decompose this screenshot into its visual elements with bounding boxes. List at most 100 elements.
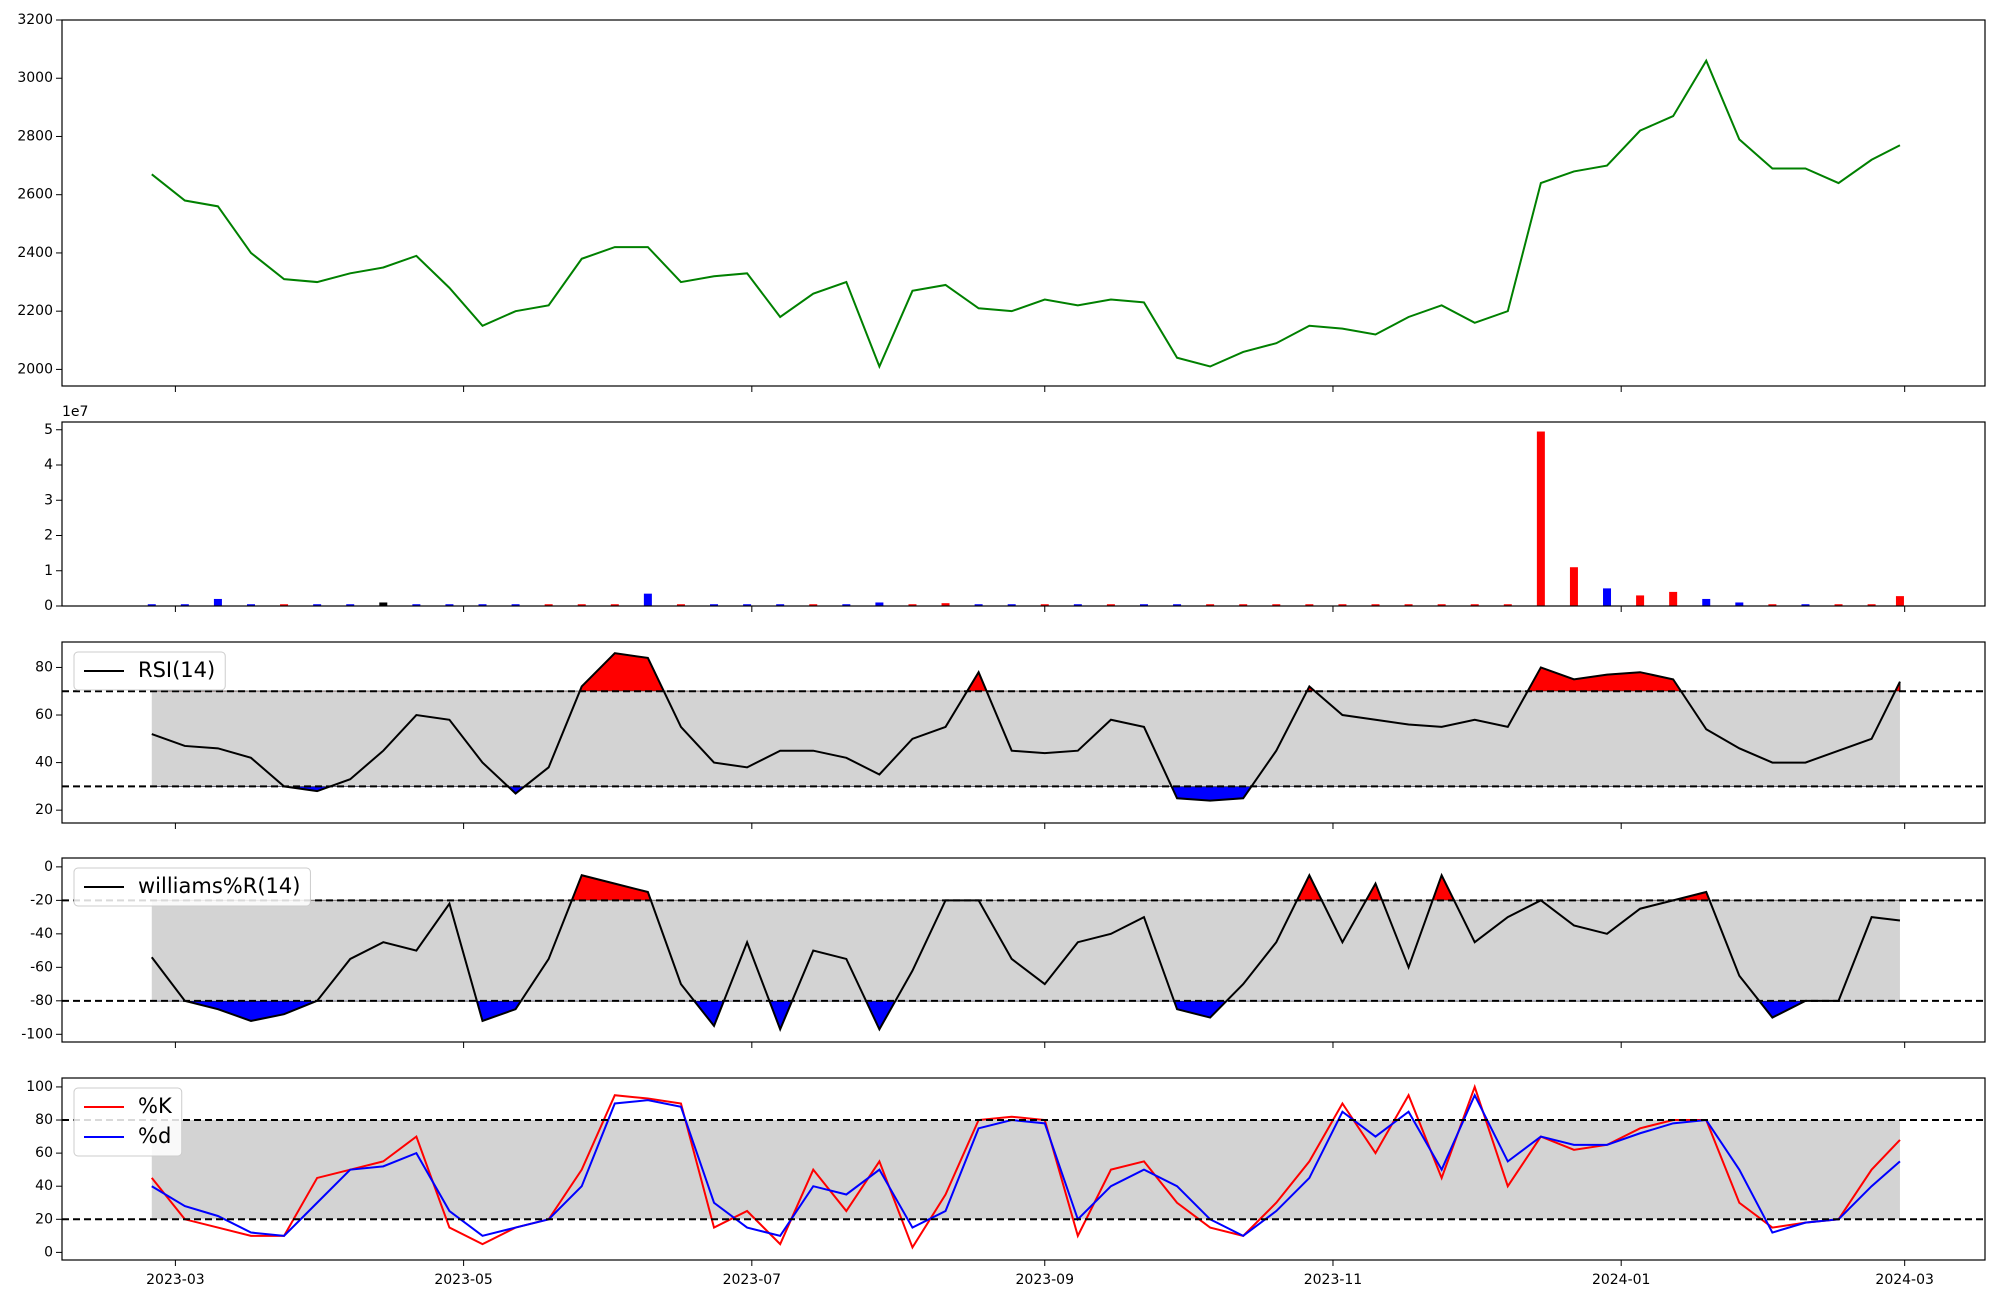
- bar: [1735, 602, 1744, 606]
- bar: [1305, 604, 1314, 606]
- y-tick-label: 0: [44, 598, 53, 614]
- y-tick-label: 3000: [17, 70, 53, 86]
- legend-label: %d: [138, 1124, 171, 1148]
- band: [151, 691, 1900, 787]
- line: [151, 58, 1901, 370]
- bar: [1206, 604, 1215, 606]
- y-tick-label: 2600: [17, 187, 53, 203]
- bar: [1470, 604, 1479, 606]
- y-tick-label: 60: [35, 707, 53, 723]
- bar: [1173, 604, 1182, 606]
- bar: [743, 604, 752, 606]
- bar: [379, 602, 388, 606]
- y-tick-label: 0: [44, 859, 53, 875]
- x-tick-label: 2024-01: [1592, 1272, 1651, 1288]
- bar: [875, 602, 884, 606]
- x-tick-label: 2023-05: [434, 1272, 493, 1288]
- legend: williams%R(14): [73, 867, 311, 907]
- bar: [280, 604, 289, 606]
- bar: [1801, 604, 1810, 606]
- y-tick-label: 2000: [17, 361, 53, 377]
- bar: [1338, 604, 1347, 606]
- bar: [1073, 604, 1082, 606]
- bar: [643, 593, 652, 606]
- y-tick-label: 20: [35, 1211, 53, 1227]
- bar: [511, 604, 520, 606]
- bar: [1040, 604, 1049, 606]
- bar: [676, 604, 685, 606]
- bar: [445, 604, 454, 606]
- bar: [213, 598, 222, 606]
- axes-frame: [61, 421, 1986, 607]
- axes-frame: [61, 1077, 1986, 1261]
- bar: [1768, 604, 1777, 606]
- bar: [610, 604, 619, 606]
- y-tick-label: -20: [30, 892, 53, 908]
- bar: [313, 604, 322, 606]
- bar: [809, 604, 818, 606]
- y-tick-label: 2200: [17, 303, 53, 319]
- y-tick-label: 100: [26, 1079, 53, 1095]
- axes-frame: [61, 19, 1986, 387]
- bar: [1503, 604, 1512, 606]
- bar: [1106, 604, 1115, 606]
- offset-label: 1e7: [62, 404, 88, 420]
- axes-frame: [61, 641, 1986, 824]
- bar: [1603, 588, 1612, 606]
- y-tick-label: 60: [35, 1145, 53, 1161]
- bar: [180, 604, 189, 606]
- legend-label: %K: [138, 1094, 173, 1118]
- bar: [1669, 591, 1678, 606]
- x-tick-label: 2023-03: [146, 1272, 205, 1288]
- y-tick-label: 40: [35, 755, 53, 771]
- bar: [1371, 604, 1380, 606]
- bar: [908, 604, 917, 606]
- legend: %K %d: [73, 1087, 183, 1157]
- legend-box: [73, 1087, 183, 1157]
- y-tick-label: 5: [44, 422, 53, 438]
- y-tick-label: -80: [30, 993, 53, 1009]
- legend-label: RSI(14): [138, 658, 215, 682]
- y-tick-label: 40: [35, 1178, 53, 1194]
- band: [151, 1120, 1900, 1220]
- bar: [1834, 604, 1843, 606]
- y-tick-label: -40: [30, 926, 53, 942]
- legend-box: [73, 867, 311, 907]
- x-tick-label: 2023-09: [1016, 1272, 1075, 1288]
- y-tick-label: 3200: [17, 12, 53, 28]
- y-tick-label: 2800: [17, 128, 53, 144]
- y-tick-label: -100: [21, 1026, 53, 1042]
- bar: [1702, 598, 1711, 606]
- bar: [1139, 604, 1148, 606]
- bar: [1636, 595, 1645, 606]
- bar: [478, 604, 487, 606]
- bar: [544, 604, 553, 606]
- bar: [974, 604, 983, 606]
- x-tick-label: 2023-11: [1304, 1272, 1363, 1288]
- bar: [412, 604, 421, 606]
- bar: [842, 604, 851, 606]
- line: [151, 1092, 1901, 1238]
- legend-label: williams%R(14): [138, 874, 300, 898]
- bar: [577, 604, 586, 606]
- bar: [1895, 596, 1904, 606]
- legend-box: [73, 651, 226, 691]
- y-tick-label: 0: [44, 1244, 53, 1260]
- x-tick-label: 2023-07: [723, 1272, 782, 1288]
- y-tick-label: 2: [44, 528, 53, 544]
- y-tick-label: 80: [35, 659, 53, 675]
- y-tick-label: 4: [44, 457, 53, 473]
- line: [150, 872, 1901, 1032]
- y-tick-label: 80: [35, 1112, 53, 1128]
- bar: [941, 603, 950, 606]
- bar: [1007, 604, 1016, 606]
- bar: [776, 604, 785, 606]
- bar: [1867, 604, 1876, 606]
- y-tick-label: 3: [44, 492, 53, 508]
- y-tick-label: 20: [35, 802, 53, 818]
- bar: [246, 604, 255, 606]
- bar: [1404, 604, 1413, 606]
- y-tick-label: 1: [44, 563, 53, 579]
- y-tick-label: 2400: [17, 245, 53, 261]
- bar: [1239, 604, 1248, 606]
